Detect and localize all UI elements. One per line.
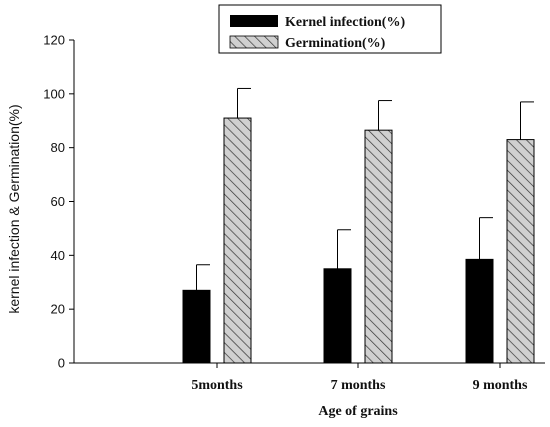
- chart-bars: [182, 87, 535, 364]
- chart-labels: 0 20 40 60 80 100 120 5months 7 months 9 months: [43, 33, 528, 394]
- y-tick-label: 80: [51, 140, 65, 155]
- legend-label-germination: Germination(%): [285, 36, 386, 51]
- legend-swatch-kernel-infection: [230, 15, 278, 27]
- germination-bar: [364, 129, 393, 364]
- germination-bar: [223, 117, 252, 364]
- x-category-label: 5months: [191, 378, 243, 393]
- y-tick-label: 120: [43, 33, 65, 48]
- y-tick-label: 60: [51, 194, 65, 209]
- y-tick-label: 100: [43, 86, 65, 101]
- y-tick-label: 0: [58, 356, 65, 371]
- legend-label-kernel-infection: Kernel infection(%): [285, 15, 405, 30]
- legend-swatch-germination: [229, 35, 279, 49]
- x-category-label: 9 months: [473, 378, 528, 393]
- x-axis-title: Age of grains: [318, 404, 398, 419]
- y-tick-label: 20: [51, 302, 65, 317]
- y-tick-label: 40: [51, 248, 65, 263]
- x-category-label: 7 months: [331, 378, 386, 393]
- kernel-infection-bar: [182, 289, 211, 364]
- kernel-infection-bar: [323, 268, 352, 364]
- legend: Kernel infection(%) Germination(%): [218, 4, 442, 54]
- y-axis-title: kernel infection & Germination(%): [6, 104, 22, 313]
- kernel-infection-bar: [465, 258, 494, 364]
- germination-bar: [506, 139, 535, 364]
